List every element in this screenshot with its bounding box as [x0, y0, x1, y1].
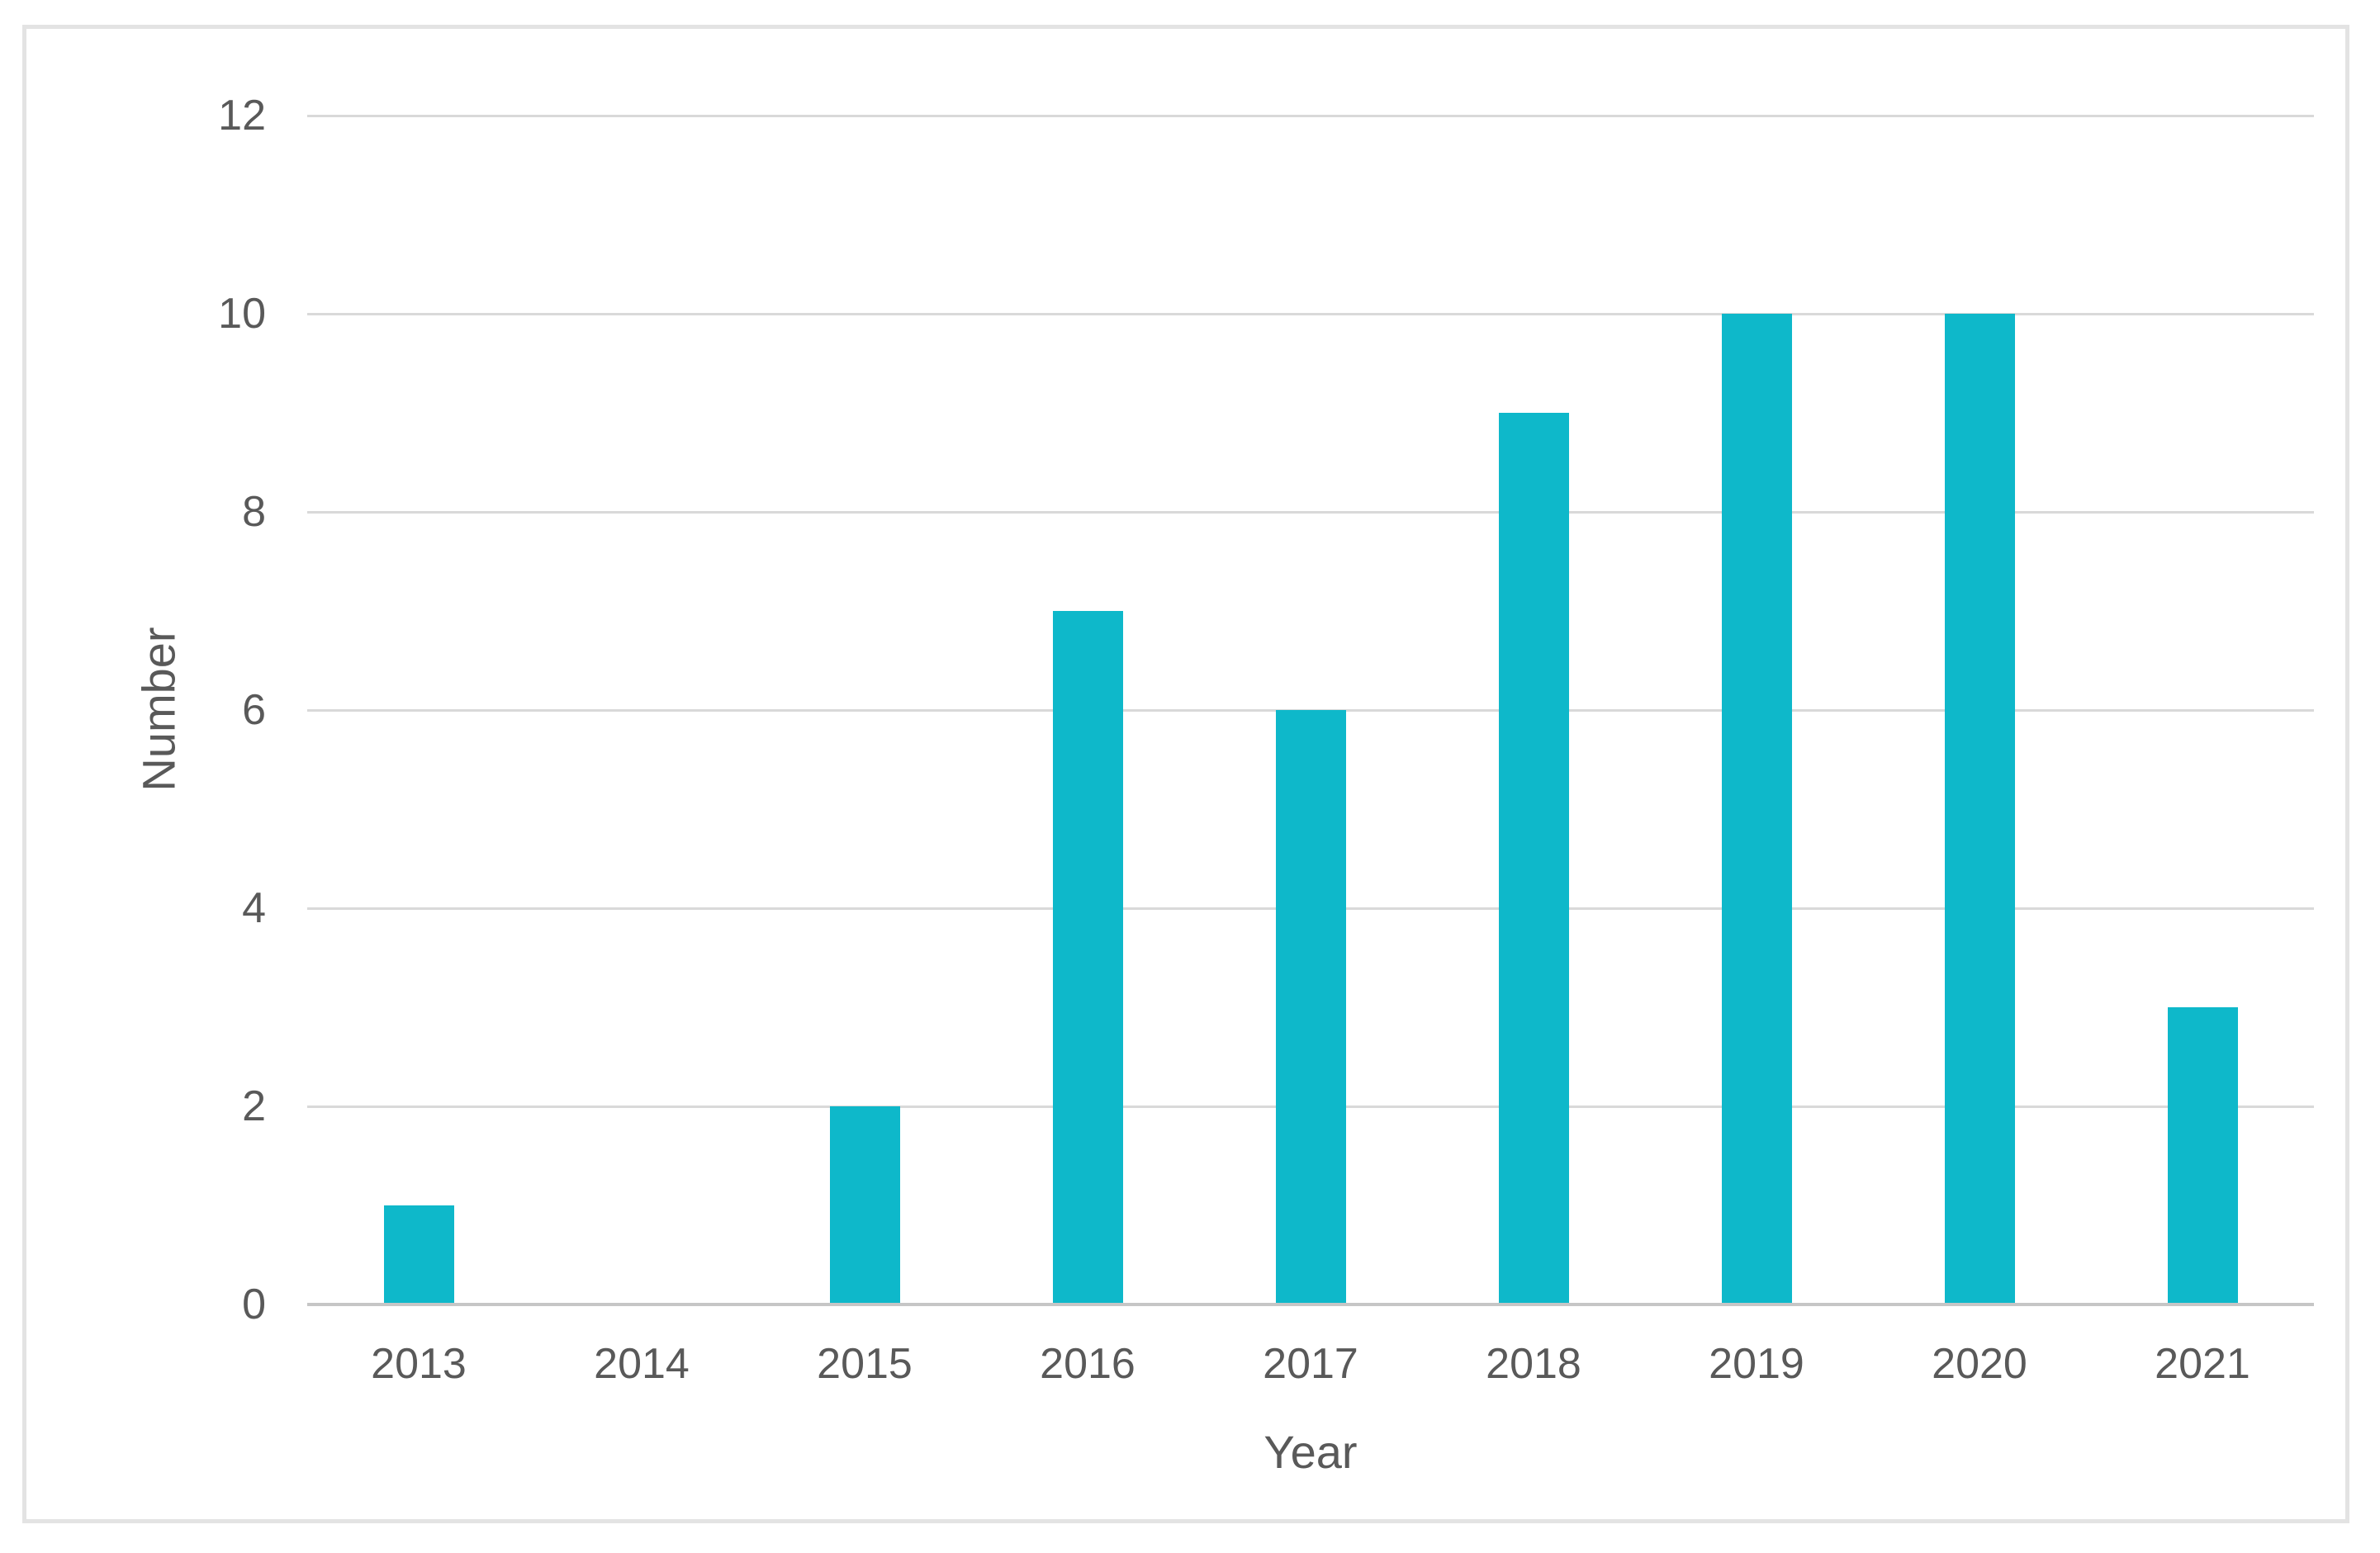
y-tick-label-10: 10 — [218, 290, 266, 338]
x-tick-label-2017: 2017 — [1263, 1340, 1358, 1388]
bar-2019 — [1721, 314, 1792, 1304]
x-tick-label-2018: 2018 — [1486, 1340, 1581, 1388]
x-tick-label-2019: 2019 — [1709, 1340, 1804, 1388]
y-tick-label-0: 0 — [242, 1281, 266, 1328]
gridline-12 — [307, 114, 2314, 117]
y-tick-label-6: 6 — [242, 686, 266, 734]
y-tick-label-8: 8 — [242, 488, 266, 536]
x-tick-label-2016: 2016 — [1040, 1340, 1135, 1388]
x-tick-label-2021: 2021 — [2155, 1340, 2250, 1388]
gridline-8 — [307, 510, 2314, 514]
y-tick-label-4: 4 — [242, 884, 266, 932]
bar-2013 — [383, 1205, 454, 1304]
bar-2021 — [2167, 1007, 2238, 1304]
y-tick-label-12: 12 — [218, 92, 266, 140]
x-axis-title: Year — [1263, 1426, 1358, 1478]
bar-2017 — [1275, 710, 1346, 1304]
bar-2018 — [1498, 413, 1569, 1304]
gridline-10 — [307, 312, 2314, 315]
x-tick-label-2020: 2020 — [1932, 1340, 2027, 1388]
x-tick-label-2014: 2014 — [594, 1340, 690, 1388]
bar-2015 — [829, 1106, 900, 1304]
y-tick-label-2: 2 — [242, 1082, 266, 1130]
x-axis-line — [307, 1303, 2314, 1306]
chart-frame: Number 0 2 4 6 8 10 12 2013 2014 2015 2016 2017 201… — [22, 25, 2349, 1523]
x-tick-label-2015: 2015 — [817, 1340, 913, 1388]
bar-2016 — [1052, 611, 1123, 1304]
bar-2020 — [1944, 314, 2015, 1304]
x-tick-label-2013: 2013 — [371, 1340, 467, 1388]
